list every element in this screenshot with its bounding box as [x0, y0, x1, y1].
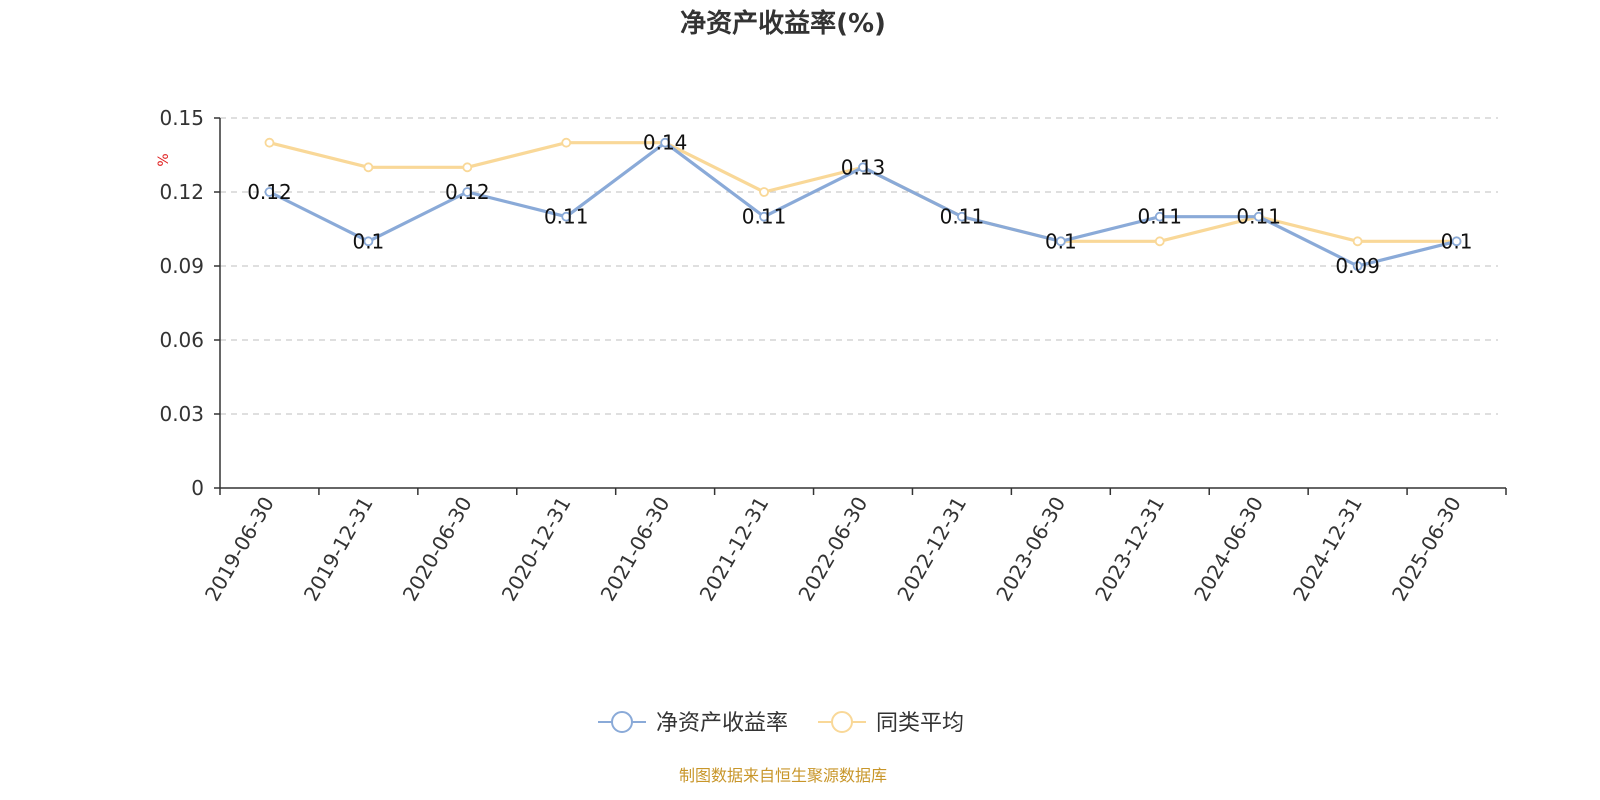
- y-tick-label: 0.15: [159, 106, 204, 130]
- axes: [219, 118, 1506, 489]
- data-point: [462, 162, 473, 173]
- data-point: [1154, 236, 1165, 247]
- data-label: 0.14: [643, 131, 688, 155]
- data-point: [561, 211, 572, 222]
- x-axis-ticks: 2019-06-30 2019-12-31 2020-06-30 2020-12-31…: [200, 488, 1507, 606]
- data-point: [1154, 211, 1165, 222]
- x-tick-label: 2019-12-31: [299, 493, 378, 606]
- x-tick-label: 2022-12-31: [892, 493, 971, 606]
- y-axis-ticks: 0 0.03 0.06 0.09 0.12 0.15: [159, 106, 220, 500]
- series-layer: [264, 137, 1462, 271]
- x-tick-label: 2022-06-30: [793, 493, 872, 606]
- y-tick-label: 0.09: [159, 254, 204, 278]
- data-label: 0.11: [940, 205, 985, 229]
- y-tick-label: 0.06: [159, 328, 204, 352]
- source-note: 制图数据来自恒生聚源数据库: [679, 766, 887, 785]
- y-tick-label: 0.12: [159, 180, 204, 204]
- x-tick-label: 2023-06-30: [991, 493, 1070, 606]
- data-point: [957, 211, 967, 222]
- x-tick-label: 2020-06-30: [398, 493, 477, 606]
- data-point: [363, 236, 374, 247]
- legend[interactable]: 净资产收益率 同类平均: [598, 711, 964, 736]
- data-label: 0.11: [742, 205, 787, 229]
- data-label: 0.09: [1335, 254, 1380, 278]
- y-tick-label: 0: [191, 476, 204, 500]
- data-point: [264, 187, 275, 197]
- legend-item-0[interactable]: 净资产收益率: [598, 711, 788, 736]
- y-tick-label: 0.03: [159, 402, 204, 426]
- data-label: 0.1: [352, 229, 384, 253]
- data-point: [858, 162, 868, 173]
- data-label: 0.11: [1138, 205, 1183, 229]
- legend-marker: [611, 711, 633, 733]
- x-tick-label: 2021-06-30: [596, 493, 675, 606]
- data-point: [759, 187, 769, 197]
- data-label: 0.11: [1236, 205, 1281, 229]
- data-point: [363, 162, 374, 173]
- data-point: [1451, 236, 1462, 247]
- data-label: 0.1: [1045, 229, 1077, 253]
- x-tick-label: 2024-12-31: [1288, 493, 1367, 606]
- data-point: [1055, 236, 1066, 247]
- x-tick-label: 2025-06-30: [1387, 493, 1466, 606]
- x-tick-label: 2024-06-30: [1189, 493, 1268, 606]
- x-tick-label: 2019-06-30: [200, 493, 279, 606]
- legend-label: 同类平均: [876, 711, 964, 736]
- data-point: [264, 137, 275, 148]
- data-label: 0.12: [247, 180, 292, 204]
- data-point: [462, 187, 473, 197]
- legend-label: 净资产收益率: [656, 711, 788, 736]
- data-label: 0.12: [445, 180, 490, 204]
- x-tick-label: 2021-12-31: [695, 493, 774, 606]
- x-tick-label: 2023-12-31: [1090, 493, 1169, 606]
- x-tick-label: 2020-12-31: [497, 493, 576, 606]
- grid-lines: [220, 117, 1498, 415]
- chart-title: 净资产收益率(%): [680, 8, 886, 39]
- data-point: [660, 137, 671, 148]
- data-label: 0.1: [1441, 229, 1473, 253]
- legend-item-1[interactable]: 同类平均: [818, 711, 964, 736]
- data-point: [1352, 261, 1363, 271]
- y-axis-unit: %: [156, 153, 172, 166]
- data-point: [561, 137, 572, 148]
- data-labels: 0.12 0.1 0.12 0.11 0.14 0.11 0.13 0.11 0.1 0.11 0.…: [247, 131, 1472, 278]
- data-point: [759, 211, 769, 222]
- data-label: 0.13: [841, 155, 886, 179]
- data-label: 0.11: [544, 205, 589, 229]
- data-point: [1352, 236, 1363, 247]
- legend-marker: [831, 711, 853, 733]
- data-point: [1253, 211, 1264, 222]
